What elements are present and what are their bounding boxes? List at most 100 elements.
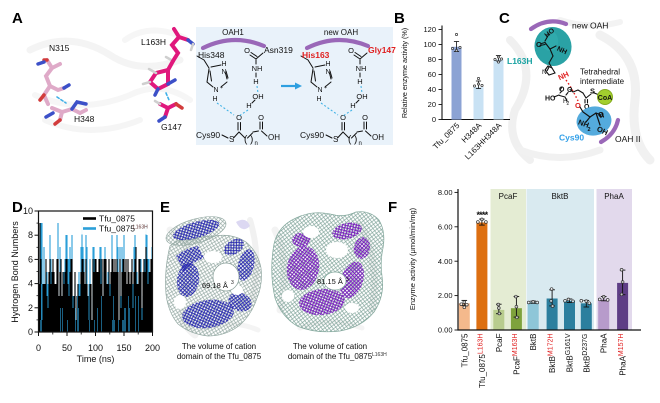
svg-text:OH: OH bbox=[372, 133, 384, 142]
svg-text:S: S bbox=[333, 135, 338, 144]
svg-text:81.15 Å: 81.15 Å bbox=[317, 277, 343, 286]
svg-text:C: C bbox=[499, 10, 510, 27]
svg-text:8.00: 8.00 bbox=[438, 188, 453, 197]
svg-text:2: 2 bbox=[567, 101, 570, 107]
svg-text:H: H bbox=[316, 96, 321, 103]
svg-text:): ) bbox=[250, 135, 253, 146]
svg-text:O: O bbox=[244, 46, 250, 55]
svg-text:n: n bbox=[255, 141, 258, 147]
svg-text:H: H bbox=[563, 98, 568, 105]
svg-text:H348: H348 bbox=[74, 114, 95, 124]
svg-text:150: 150 bbox=[116, 343, 131, 353]
svg-text:8: 8 bbox=[28, 230, 33, 240]
svg-text:O: O bbox=[340, 113, 346, 122]
svg-text:N: N bbox=[325, 69, 330, 76]
svg-text:N: N bbox=[213, 87, 218, 94]
svg-text:NH: NH bbox=[556, 46, 568, 57]
svg-text:Tfu_0875: Tfu_0875 bbox=[99, 214, 135, 224]
svg-text:Cys90: Cys90 bbox=[559, 133, 584, 143]
svg-text:O: O bbox=[575, 101, 581, 110]
svg-text:Tetrahedral: Tetrahedral bbox=[580, 68, 620, 77]
svg-text:S: S bbox=[229, 135, 234, 144]
svg-text:BktB: BktB bbox=[529, 334, 538, 351]
svg-text:OH: OH bbox=[356, 92, 367, 101]
svg-text:60: 60 bbox=[428, 70, 436, 79]
svg-text:2: 2 bbox=[28, 303, 33, 313]
svg-text:Cys90: Cys90 bbox=[196, 130, 220, 140]
svg-text:OAH II: OAH II bbox=[615, 134, 641, 144]
svg-text:BktB: BktB bbox=[552, 192, 569, 201]
svg-text:E: E bbox=[160, 199, 170, 216]
svg-text:N: N bbox=[542, 69, 547, 76]
svg-text:+: + bbox=[324, 85, 327, 91]
svg-text:O: O bbox=[598, 110, 604, 119]
svg-text:40: 40 bbox=[428, 85, 436, 94]
svg-text:120: 120 bbox=[423, 25, 436, 34]
svg-text:0: 0 bbox=[28, 327, 33, 337]
svg-text:2.00: 2.00 bbox=[438, 291, 453, 300]
svg-text:0: 0 bbox=[432, 115, 436, 124]
svg-text:Time (ns): Time (ns) bbox=[77, 354, 115, 364]
svg-text:H: H bbox=[246, 101, 251, 110]
svg-text:80: 80 bbox=[428, 55, 436, 64]
svg-text:2: 2 bbox=[588, 127, 591, 133]
svg-text:Gly147: Gly147 bbox=[368, 45, 396, 55]
svg-text:O: O bbox=[559, 87, 565, 94]
svg-text:HO: HO bbox=[545, 96, 556, 103]
svg-text:G147: G147 bbox=[161, 122, 182, 132]
svg-text:F: F bbox=[388, 199, 397, 216]
svg-text:69.18 Å: 69.18 Å bbox=[202, 281, 228, 290]
svg-text:N: N bbox=[317, 87, 322, 94]
svg-text:H: H bbox=[253, 77, 258, 86]
svg-text:6: 6 bbox=[28, 254, 33, 264]
svg-text:L163H: L163H bbox=[507, 56, 533, 66]
svg-text:L163H: L163H bbox=[141, 37, 166, 47]
svg-text:PcaF: PcaF bbox=[499, 192, 518, 201]
svg-text:OH: OH bbox=[268, 133, 280, 142]
svg-text:PhaA: PhaA bbox=[604, 192, 624, 201]
svg-text:L163H: L163H bbox=[372, 352, 387, 358]
svg-text:N: N bbox=[221, 69, 226, 76]
svg-text:Relative enzyme activity (%): Relative enzyme activity (%) bbox=[400, 28, 409, 118]
svg-text:H: H bbox=[350, 101, 355, 110]
svg-text:200: 200 bbox=[145, 343, 160, 353]
svg-text:20: 20 bbox=[428, 100, 436, 109]
svg-text:3: 3 bbox=[231, 280, 234, 286]
svg-text:H: H bbox=[221, 61, 226, 68]
svg-text:100: 100 bbox=[88, 343, 103, 353]
svg-text:O: O bbox=[362, 113, 368, 122]
svg-text:Cys90: Cys90 bbox=[300, 130, 324, 140]
svg-text:4.00: 4.00 bbox=[438, 257, 453, 266]
svg-text:O: O bbox=[567, 87, 573, 94]
svg-text:His348: His348 bbox=[198, 50, 225, 60]
svg-text:PhaA: PhaA bbox=[600, 333, 609, 353]
svg-text:domain of the Tfu_0875: domain of the Tfu_0875 bbox=[288, 352, 373, 361]
svg-text:O: O bbox=[236, 113, 242, 122]
svg-text:Hydrogen Bond Numbers: Hydrogen Bond Numbers bbox=[10, 221, 20, 323]
svg-text:NH: NH bbox=[577, 118, 590, 130]
svg-text:Asn319: Asn319 bbox=[264, 45, 293, 55]
svg-text:N315: N315 bbox=[49, 43, 70, 53]
svg-text:4: 4 bbox=[28, 279, 33, 289]
svg-text:O: O bbox=[584, 104, 590, 111]
svg-text:O: O bbox=[536, 40, 542, 49]
svg-text:H: H bbox=[325, 61, 330, 68]
svg-text:100: 100 bbox=[423, 40, 436, 49]
svg-text:BktBG161V: BktBG161V bbox=[565, 333, 575, 372]
svg-text:D: D bbox=[12, 199, 23, 216]
svg-text:new OAH: new OAH bbox=[324, 28, 358, 37]
svg-text:BktBD237G: BktBD237G bbox=[582, 334, 592, 373]
svg-text:intermediate: intermediate bbox=[580, 77, 625, 86]
svg-text:PcaFM163H: PcaFM163H bbox=[512, 334, 522, 375]
svg-text:n: n bbox=[359, 141, 362, 147]
svg-text:H: H bbox=[357, 77, 362, 86]
svg-text:Tfu_0875L163H: Tfu_0875L163H bbox=[477, 334, 487, 388]
svg-text:new OAH: new OAH bbox=[572, 21, 608, 31]
svg-text:O: O bbox=[348, 46, 354, 55]
svg-text:O: O bbox=[258, 113, 264, 122]
svg-text:OAH1: OAH1 bbox=[222, 28, 244, 37]
svg-text:10: 10 bbox=[23, 206, 33, 216]
svg-text:6.00: 6.00 bbox=[438, 222, 453, 231]
svg-text:(: ( bbox=[244, 135, 248, 146]
svg-text:(: ( bbox=[348, 135, 352, 146]
